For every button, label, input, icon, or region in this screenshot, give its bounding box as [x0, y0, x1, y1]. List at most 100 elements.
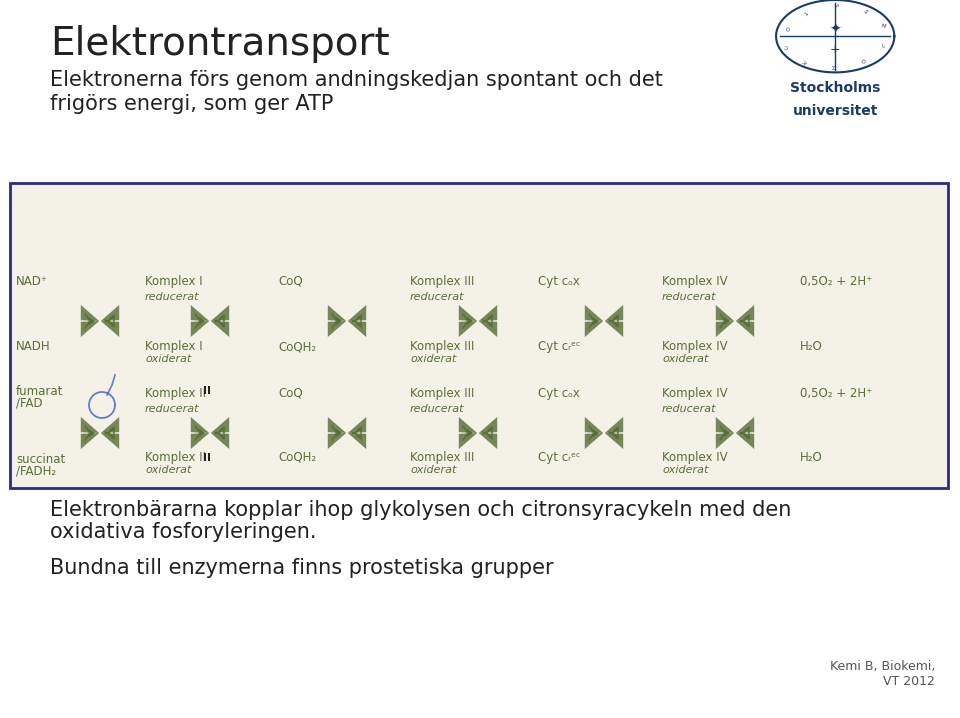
Text: Cyt cₒx: Cyt cₒx	[538, 275, 580, 288]
Text: Komplex III: Komplex III	[410, 387, 474, 400]
Polygon shape	[605, 417, 623, 433]
Polygon shape	[81, 305, 99, 321]
Text: Cyt cₒx: Cyt cₒx	[538, 387, 580, 400]
Text: H: H	[832, 65, 838, 69]
Polygon shape	[191, 433, 209, 449]
Polygon shape	[348, 433, 366, 449]
Text: 0,5O₂ + 2H⁺: 0,5O₂ + 2H⁺	[800, 387, 873, 400]
Text: O: O	[784, 24, 790, 29]
Text: Komplex IV: Komplex IV	[662, 387, 728, 400]
Polygon shape	[479, 417, 497, 433]
Text: Elektronbärarna kopplar ihop glykolysen och citronsyracykeln med den: Elektronbärarna kopplar ihop glykolysen …	[50, 500, 791, 520]
Text: Elektrontransport: Elektrontransport	[50, 25, 390, 63]
Polygon shape	[479, 305, 497, 321]
Polygon shape	[735, 305, 755, 321]
Text: oxiderat: oxiderat	[145, 354, 191, 364]
Text: Stockholms: Stockholms	[790, 81, 880, 95]
Text: K: K	[803, 58, 808, 64]
Polygon shape	[716, 321, 734, 337]
Polygon shape	[459, 321, 477, 337]
Text: C: C	[784, 43, 789, 49]
Polygon shape	[327, 321, 347, 337]
Polygon shape	[479, 321, 497, 337]
Polygon shape	[585, 321, 603, 337]
Polygon shape	[348, 321, 366, 337]
Text: H₂O: H₂O	[800, 451, 823, 464]
Polygon shape	[327, 305, 347, 321]
Polygon shape	[101, 305, 119, 321]
Text: reducerat: reducerat	[145, 404, 200, 414]
Text: oxiderat: oxiderat	[410, 465, 456, 475]
Text: oxiderat: oxiderat	[410, 354, 456, 364]
Polygon shape	[735, 417, 755, 433]
Text: reducerat: reducerat	[410, 292, 465, 302]
Polygon shape	[81, 417, 99, 433]
Text: S: S	[832, 4, 838, 7]
Text: NAD⁺: NAD⁺	[16, 275, 48, 288]
Text: CoQ: CoQ	[278, 387, 302, 400]
Polygon shape	[605, 433, 623, 449]
Polygon shape	[716, 433, 734, 449]
Text: frigörs energi, som ger ATP: frigörs energi, som ger ATP	[50, 94, 333, 114]
Text: CoQH₂: CoQH₂	[278, 451, 316, 464]
Text: reducerat: reducerat	[662, 292, 716, 302]
Polygon shape	[348, 305, 366, 321]
Text: Bundna till enzymerna finns prostetiska grupper: Bundna till enzymerna finns prostetiska …	[50, 558, 554, 578]
Polygon shape	[735, 433, 755, 449]
Text: II: II	[203, 453, 211, 463]
Polygon shape	[735, 321, 755, 337]
Text: O: O	[862, 58, 868, 65]
Text: /FADH₂: /FADH₂	[16, 465, 56, 478]
Text: Komplex III: Komplex III	[410, 451, 474, 464]
Text: NADH: NADH	[16, 340, 51, 353]
Polygon shape	[211, 321, 229, 337]
Polygon shape	[459, 433, 477, 449]
Text: Komplex I: Komplex I	[145, 275, 203, 288]
Polygon shape	[585, 433, 603, 449]
Text: universitet: universitet	[793, 104, 877, 118]
FancyBboxPatch shape	[10, 183, 948, 488]
Text: oxiderat: oxiderat	[145, 465, 191, 475]
Text: S: S	[862, 8, 868, 14]
Text: M: M	[880, 24, 886, 29]
Polygon shape	[716, 417, 734, 433]
Polygon shape	[191, 417, 209, 433]
Text: 0,5O₂ + 2H⁺: 0,5O₂ + 2H⁺	[800, 275, 873, 288]
Text: Komplex III: Komplex III	[410, 275, 474, 288]
Text: reducerat: reducerat	[410, 404, 465, 414]
Polygon shape	[585, 305, 603, 321]
Text: L: L	[881, 43, 886, 49]
Text: CoQ: CoQ	[278, 275, 302, 288]
Text: oxiderat: oxiderat	[662, 465, 708, 475]
Text: succinat: succinat	[16, 453, 65, 466]
Polygon shape	[211, 305, 229, 321]
Text: Komplex II: Komplex II	[145, 451, 206, 464]
Polygon shape	[101, 417, 119, 433]
Polygon shape	[101, 321, 119, 337]
Text: CoQH₂: CoQH₂	[278, 340, 316, 353]
Polygon shape	[211, 433, 229, 449]
Text: H₂O: H₂O	[800, 340, 823, 353]
Text: Elektronerna förs genom andningskedjan spontant och det: Elektronerna förs genom andningskedjan s…	[50, 70, 662, 90]
Text: Cyt cᵣᵉᶜ: Cyt cᵣᵉᶜ	[538, 451, 581, 464]
Text: Komplex IV: Komplex IV	[662, 340, 728, 353]
Polygon shape	[605, 321, 623, 337]
Polygon shape	[211, 417, 229, 433]
Text: fumarat: fumarat	[16, 385, 63, 398]
Polygon shape	[191, 305, 209, 321]
Text: Komplex II: Komplex II	[145, 387, 206, 400]
Polygon shape	[81, 433, 99, 449]
Polygon shape	[191, 321, 209, 337]
Polygon shape	[459, 417, 477, 433]
Text: Komplex III: Komplex III	[410, 340, 474, 353]
Text: Cyt cᵣᵉᶜ: Cyt cᵣᵉᶜ	[538, 340, 581, 353]
Text: Komplex I: Komplex I	[145, 340, 203, 353]
Text: reducerat: reducerat	[145, 292, 200, 302]
Polygon shape	[327, 433, 347, 449]
Polygon shape	[101, 433, 119, 449]
Text: Komplex IV: Komplex IV	[662, 275, 728, 288]
Text: T: T	[803, 9, 808, 14]
Text: ✦: ✦	[829, 23, 841, 37]
Text: +: +	[829, 42, 841, 55]
Polygon shape	[716, 305, 734, 321]
